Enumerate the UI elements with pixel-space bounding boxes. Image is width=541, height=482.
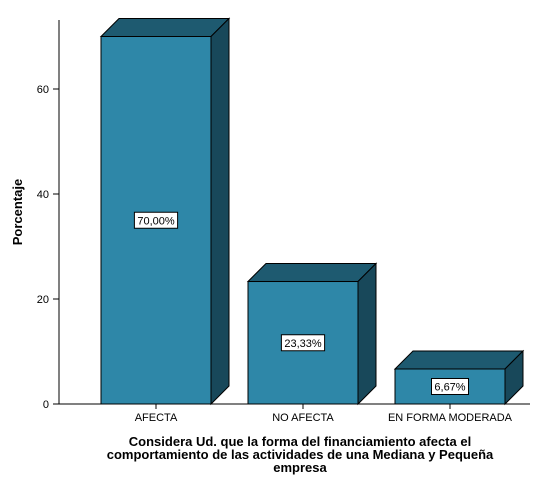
x-axis-title-line: empresa xyxy=(273,460,327,475)
bar xyxy=(246,262,378,406)
data-label-text: 70,00% xyxy=(137,215,175,227)
bars: 70,00% 23,33% 6,67% xyxy=(99,17,525,406)
x-axis-title: Considera Ud. que la forma del financiam… xyxy=(107,434,494,475)
bar-top-face xyxy=(246,263,378,283)
bar xyxy=(393,349,525,406)
category-label: NO AFECTA xyxy=(272,412,334,424)
bar-top-face xyxy=(393,350,525,370)
y-ticks: 0 20 40 60 xyxy=(37,84,59,411)
data-label-text: 6,67% xyxy=(434,381,465,393)
category-label: EN FORMA MODERADA xyxy=(388,412,513,424)
data-label: 70,00% xyxy=(133,211,179,229)
bar-top-face xyxy=(99,18,231,37)
y-tick-label: 60 xyxy=(37,84,49,96)
data-label-text: 23,33% xyxy=(284,338,322,350)
category-label: AFECTA xyxy=(135,412,178,424)
x-axis-title-line: comportamiento de las actividades de una… xyxy=(107,447,494,462)
y-tick-label: 20 xyxy=(37,294,49,306)
data-label-box xyxy=(431,377,469,395)
bar-side-face xyxy=(210,17,230,406)
data-label: 6,67% xyxy=(431,377,469,395)
x-axis-title-line: Considera Ud. que la forma del financiam… xyxy=(129,434,471,449)
bar-side-face xyxy=(357,262,377,406)
data-label-box xyxy=(133,211,179,229)
y-tick-label: 40 xyxy=(37,189,49,201)
y-tick-label: 0 xyxy=(43,399,49,411)
category-labels: AFECTA NO AFECTA EN FORMA MODERADA xyxy=(135,404,513,424)
y-axis-title: Porcentaje xyxy=(10,179,25,245)
data-label-box xyxy=(280,334,326,352)
data-label: 23,33% xyxy=(280,334,326,352)
bar xyxy=(99,17,231,406)
